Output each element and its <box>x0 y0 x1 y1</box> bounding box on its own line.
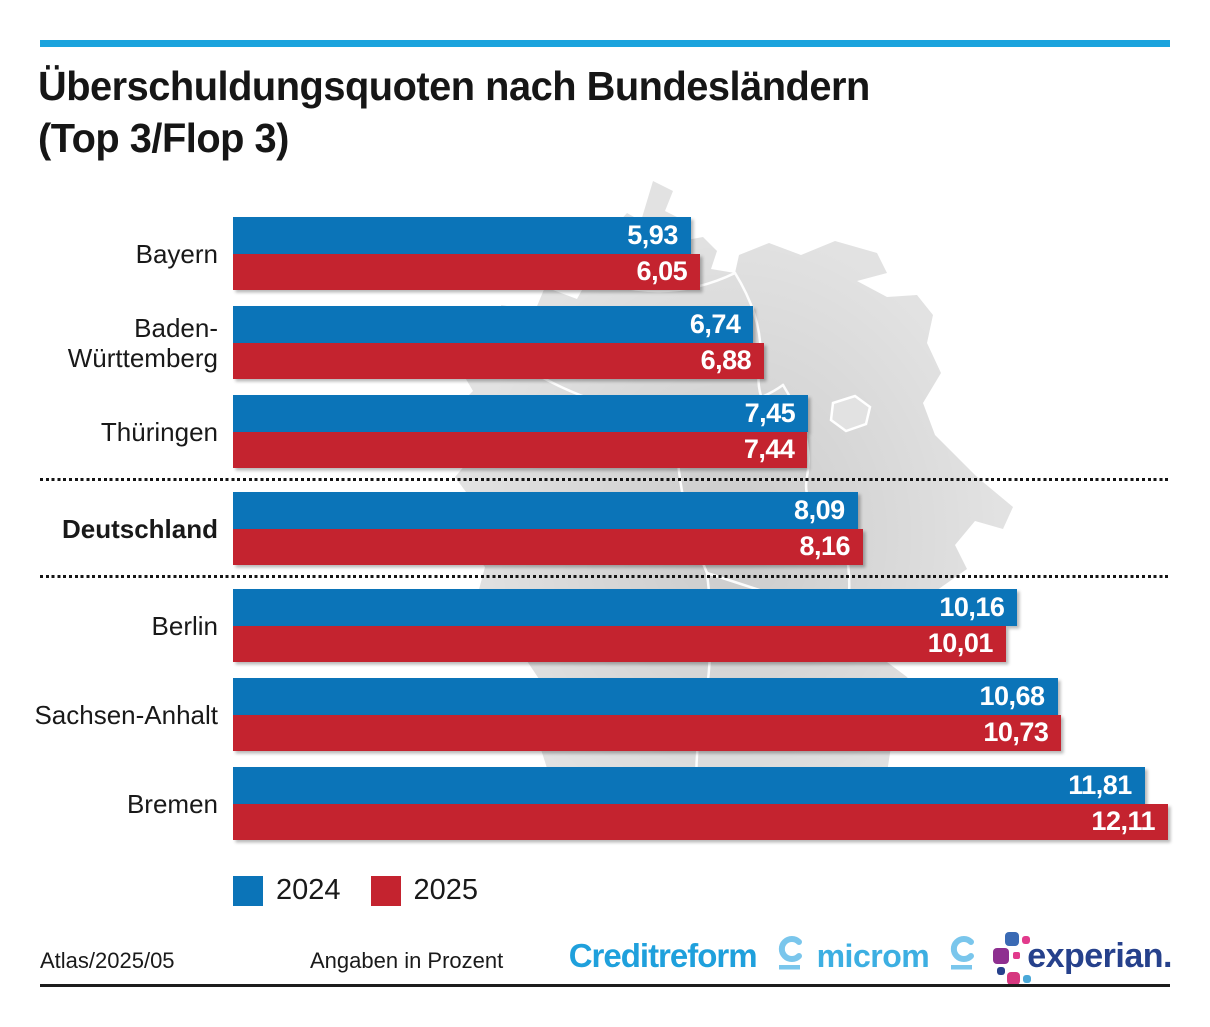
bar-2025: 12,11 <box>233 803 1168 840</box>
bar-row: Deutschland 8,09 8,16 <box>30 492 1168 565</box>
chart-legend: 2024 2025 <box>233 874 478 907</box>
unit-note: Angaben in Prozent <box>310 948 504 973</box>
dotted-separator <box>40 575 1168 578</box>
bar-2025: 6,05 <box>233 253 701 290</box>
bar-pair: 10,16 10,01 <box>233 589 1168 662</box>
bar-2025: 10,01 <box>233 625 1006 662</box>
category-label: Baden- Württemberg <box>67 312 218 373</box>
bar-2024: 10,16 <box>233 589 1018 626</box>
bar-2025: 7,44 <box>233 431 808 468</box>
value-label-2025: 12,11 <box>1091 806 1155 837</box>
category-label: Thüringen <box>100 416 218 447</box>
bar-pair: 10,68 10,73 <box>233 678 1168 751</box>
microm-c-icon <box>951 936 975 970</box>
bar-pair: 8,09 8,16 <box>233 492 1168 565</box>
value-label-2025: 6,05 <box>636 256 688 287</box>
bar-pair: 7,45 7,44 <box>233 395 1168 468</box>
bar-2024: 11,81 <box>233 767 1145 804</box>
value-label-2025: 10,01 <box>927 628 994 659</box>
microm-logo: microm <box>816 937 930 974</box>
value-label-2024: 6,74 <box>689 308 741 339</box>
bar-2025: 8,16 <box>233 528 864 565</box>
bar-2024: 7,45 <box>233 395 809 432</box>
berlin-enclave <box>829 394 872 433</box>
bar-row: Thüringen 7,45 7,44 <box>30 395 1168 468</box>
experian-logo: experian. <box>989 928 1172 985</box>
bar-pair: 11,81 12,11 <box>233 767 1168 840</box>
bar-row: Sachsen-Anhalt 10,68 10,73 <box>30 678 1168 751</box>
value-label-2024: 8,09 <box>794 494 845 525</box>
top-accent-rule <box>40 40 1170 47</box>
value-label-2024: 10,16 <box>939 591 1005 622</box>
experian-wordmark: experian. <box>1027 936 1172 975</box>
value-label-2024: 10,68 <box>979 680 1046 711</box>
category-label: Bayern <box>135 238 218 269</box>
legend-swatch-2024 <box>233 875 263 906</box>
bar-2024: 6,74 <box>233 306 754 343</box>
bar-chart: Bayern 5,93 6,05 Baden- Württemberg 6,74 … <box>30 217 1168 856</box>
bar-2024: 5,93 <box>233 217 691 254</box>
bar-2025: 10,73 <box>233 714 1062 751</box>
value-label-2025: 10,73 <box>983 717 1049 748</box>
category-label: Sachsen-Anhalt <box>34 699 218 730</box>
value-label-2024: 11,81 <box>1068 769 1132 800</box>
value-label-2024: 7,45 <box>744 397 796 428</box>
legend-swatch-2025 <box>370 875 401 906</box>
legend-label-2025: 2025 <box>413 874 479 906</box>
experian-dots-icon <box>989 928 1033 985</box>
source-label: Atlas/2025/05 <box>40 948 175 973</box>
bar-2024: 10,68 <box>233 678 1058 715</box>
legend-label-2024: 2024 <box>276 874 341 906</box>
bar-pair: 5,93 6,05 <box>233 217 1168 290</box>
bar-row: Bayern 5,93 6,05 <box>30 217 1168 290</box>
dotted-separator <box>40 478 1168 481</box>
publisher-logos: Creditreform microm experian. <box>568 928 1172 985</box>
legend-item-2025: 2025 <box>370 874 479 907</box>
creditreform-c-icon <box>778 936 802 970</box>
bar-row: Berlin 10,16 10,01 <box>30 589 1168 662</box>
chart-title-line1: Überschuldungsquoten nach Bundesländern <box>38 63 870 109</box>
bar-2024: 8,09 <box>233 492 858 529</box>
value-label-2025: 6,88 <box>700 345 752 376</box>
chart-title: Überschuldungsquoten nach Bundesländern … <box>38 60 870 164</box>
bottom-rule <box>40 984 1170 987</box>
category-label: Berlin <box>151 610 218 641</box>
creditreform-logo: Creditreform <box>568 937 758 974</box>
value-label-2025: 8,16 <box>799 531 851 562</box>
legend-item-2024: 2024 <box>233 874 341 907</box>
bar-2025: 6,88 <box>233 342 765 379</box>
value-label-2024: 5,93 <box>627 219 678 250</box>
category-label: Deutschland <box>61 513 218 544</box>
chart-title-line2: (Top 3/Flop 3) <box>38 115 289 161</box>
bar-row: Baden- Württemberg 6,74 6,88 <box>30 306 1168 379</box>
value-label-2025: 7,44 <box>743 434 795 465</box>
category-label: Bremen <box>126 788 218 819</box>
bar-pair: 6,74 6,88 <box>233 306 1168 379</box>
bar-row: Bremen 11,81 12,11 <box>30 767 1168 840</box>
